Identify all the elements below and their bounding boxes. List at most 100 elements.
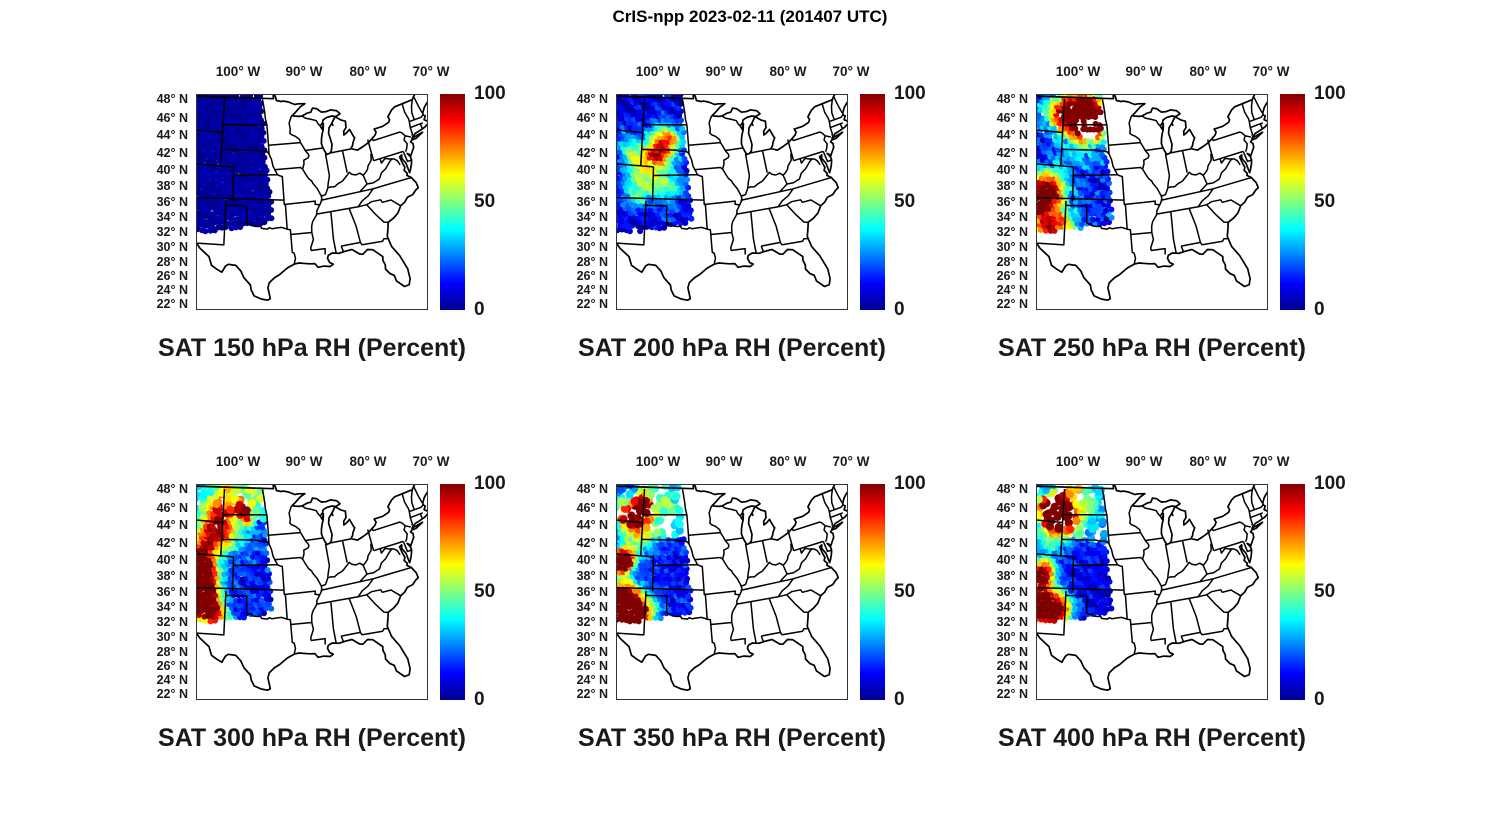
lon-tick-label: 90° W <box>1125 64 1163 79</box>
panel-title: SAT 200 hPa RH (Percent) <box>578 334 886 362</box>
lat-tick-label: 30° N <box>576 240 608 255</box>
lon-tick-label: 90° W <box>1125 454 1163 469</box>
colorbar-label-min: 0 <box>1314 689 1325 710</box>
colorbar-label-min: 0 <box>1314 299 1325 320</box>
lat-tick-label: 44° N <box>576 518 608 533</box>
lat-tick-label: 48° N <box>156 481 188 496</box>
lat-tick-label: 46° N <box>156 110 188 125</box>
state-outlines <box>196 484 428 692</box>
map-plot-area <box>616 94 848 310</box>
lon-tick-label: 100° W <box>215 454 261 469</box>
lat-tick-label: 34° N <box>576 210 608 225</box>
lat-tick-label: 42° N <box>156 535 188 550</box>
lat-tick-label: 30° N <box>156 240 188 255</box>
lat-tick-label: 46° N <box>996 500 1028 515</box>
colorbar-label-max: 100 <box>474 83 506 104</box>
lat-tick-label: 46° N <box>996 110 1028 125</box>
panel-title: SAT 400 hPa RH (Percent) <box>998 724 1306 752</box>
lat-tick-label: 32° N <box>156 615 188 630</box>
panel-title: SAT 150 hPa RH (Percent) <box>158 334 466 362</box>
lon-tick-label: 90° W <box>705 454 743 469</box>
lat-tick-label: 48° N <box>576 91 608 106</box>
lat-tick-label: 26° N <box>996 658 1028 673</box>
lat-tick-label: 40° N <box>576 552 608 567</box>
lat-tick-label: 46° N <box>156 500 188 515</box>
colorbar <box>1280 94 1305 310</box>
us-map-chart <box>1036 484 1268 700</box>
state-outlines <box>196 94 428 302</box>
colorbar-label-mid: 50 <box>894 191 916 212</box>
lat-tick-label: 32° N <box>576 225 608 240</box>
lat-tick-label: 46° N <box>576 110 608 125</box>
lat-tick-label: 22° N <box>576 686 608 701</box>
colorbar-label-max: 100 <box>894 473 926 494</box>
us-map-chart <box>616 484 848 700</box>
lat-tick-label: 36° N <box>996 584 1028 599</box>
lat-tick-label: 42° N <box>576 145 608 160</box>
map-panel-250hpa: 100° W 90° W 80° W 70° W 48° N 46° N 44° N 42°… <box>976 54 1396 364</box>
lon-tick-label: 90° W <box>285 64 323 79</box>
lat-tick-label: 48° N <box>996 481 1028 496</box>
lat-tick-label: 32° N <box>576 615 608 630</box>
axes-frame <box>196 484 428 700</box>
map-panel-150hpa: 100° W 90° W 80° W 70° W 48° N 46° N 44° N 42°… <box>136 54 556 364</box>
lat-tick-label: 44° N <box>996 128 1028 143</box>
colorbar-label-max: 100 <box>894 83 926 104</box>
lat-tick-label: 34° N <box>996 600 1028 615</box>
lat-tick-label: 30° N <box>576 630 608 645</box>
lat-tick-label: 28° N <box>576 254 608 269</box>
lat-tick-label: 42° N <box>996 145 1028 160</box>
axes-frame <box>196 94 428 310</box>
lat-tick-label: 34° N <box>576 600 608 615</box>
lon-tick-label: 90° W <box>705 64 743 79</box>
lat-tick-label: 24° N <box>996 282 1028 297</box>
lat-tick-label: 24° N <box>576 672 608 687</box>
lat-tick-label: 40° N <box>996 552 1028 567</box>
colorbar <box>1280 484 1305 700</box>
colorbar-label-max: 100 <box>1314 473 1346 494</box>
colorbar <box>860 484 885 700</box>
state-outlines <box>616 94 848 302</box>
state-outlines <box>1036 484 1268 692</box>
map-plot-area <box>196 484 428 700</box>
colorbar <box>860 94 885 310</box>
axes-frame <box>616 484 848 700</box>
figure-title: CrIS-npp 2023-02-11 (201407 UTC) <box>612 7 888 26</box>
lon-tick-label: 70° W <box>832 454 870 469</box>
axes-frame <box>616 94 848 310</box>
lat-tick-label: 42° N <box>156 145 188 160</box>
colorbar-label-mid: 50 <box>894 581 916 602</box>
lat-tick-label: 40° N <box>576 162 608 177</box>
lat-tick-label: 36° N <box>576 194 608 209</box>
colorbar <box>440 484 465 700</box>
lat-tick-label: 44° N <box>156 518 188 533</box>
lat-tick-label: 26° N <box>156 268 188 283</box>
lon-tick-label: 80° W <box>349 64 387 79</box>
lat-tick-label: 44° N <box>156 128 188 143</box>
data-dots <box>1036 484 1115 624</box>
colorbar-label-mid: 50 <box>474 581 496 602</box>
lat-tick-label: 24° N <box>996 672 1028 687</box>
lon-tick-label: 80° W <box>349 454 387 469</box>
lat-tick-label: 22° N <box>996 686 1028 701</box>
colorbar-label-mid: 50 <box>1314 581 1336 602</box>
lon-tick-label: 100° W <box>215 64 261 79</box>
lat-tick-label: 24° N <box>156 672 188 687</box>
lon-tick-label: 70° W <box>1252 454 1290 469</box>
lon-tick-label: 70° W <box>1252 64 1290 79</box>
colorbar-label-mid: 50 <box>474 191 496 212</box>
lat-tick-label: 26° N <box>576 658 608 673</box>
lat-tick-label: 28° N <box>996 254 1028 269</box>
colorbar-label-mid: 50 <box>1314 191 1336 212</box>
lon-tick-label: 70° W <box>412 454 450 469</box>
colorbar-label-max: 100 <box>474 473 506 494</box>
lat-tick-label: 28° N <box>156 644 188 659</box>
state-outlines <box>1036 94 1268 302</box>
lat-tick-label: 30° N <box>996 240 1028 255</box>
lat-tick-label: 30° N <box>156 630 188 645</box>
us-map-chart <box>1036 94 1268 310</box>
lat-tick-label: 34° N <box>156 600 188 615</box>
data-dots <box>616 484 694 625</box>
lon-tick-label: 80° W <box>769 64 807 79</box>
